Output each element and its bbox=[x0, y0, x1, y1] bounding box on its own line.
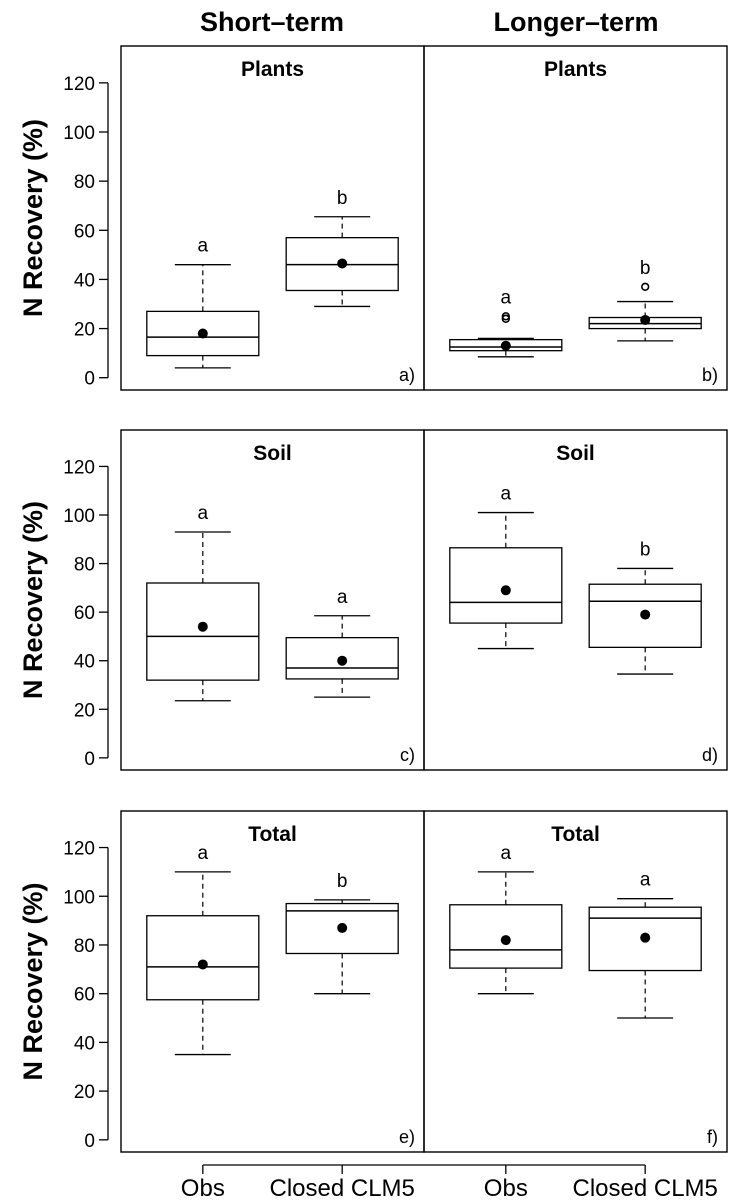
significance-letter: a bbox=[198, 503, 209, 524]
y-tick-label: 100 bbox=[63, 123, 95, 144]
y-tick-label: 120 bbox=[63, 457, 95, 478]
y-axis-label: N Recovery (%) bbox=[18, 882, 48, 1080]
mean-point bbox=[197, 621, 208, 632]
mean-point bbox=[337, 655, 348, 666]
panel-frame bbox=[423, 429, 728, 771]
x-tick-label: Obs bbox=[484, 1175, 528, 1202]
y-tick-label: 100 bbox=[63, 887, 95, 908]
significance-letter: a bbox=[501, 843, 512, 864]
column-title-longer-term: Longer–term bbox=[493, 7, 658, 37]
panel-tag: c) bbox=[400, 745, 415, 765]
mean-point bbox=[337, 922, 348, 933]
box-body bbox=[146, 915, 260, 1001]
panel-frame bbox=[423, 45, 728, 391]
mean-point bbox=[640, 609, 651, 620]
mean-point bbox=[500, 585, 511, 596]
box-0: a bbox=[146, 843, 260, 1056]
significance-letter: b bbox=[337, 188, 348, 209]
panel-tag: f) bbox=[707, 1127, 718, 1147]
panel-e: Total e) a b Obs Closed CLM5 bbox=[120, 810, 425, 1202]
mean-point bbox=[500, 340, 511, 351]
y-tick-label: 40 bbox=[74, 652, 95, 673]
y-axis-label: N Recovery (%) bbox=[18, 119, 48, 317]
y-tick-label: 100 bbox=[63, 506, 95, 527]
panel-c: Soil c) a a bbox=[120, 429, 425, 771]
y-tick-label: 120 bbox=[63, 839, 95, 860]
y-tick-label: 80 bbox=[74, 936, 95, 957]
panel-tag: b) bbox=[702, 365, 718, 385]
y-tick-label: 120 bbox=[63, 74, 95, 95]
x-tick-label: Obs bbox=[181, 1175, 225, 1202]
significance-letter: a bbox=[501, 287, 512, 308]
panel-tag: a) bbox=[399, 365, 415, 385]
mean-point bbox=[337, 258, 348, 269]
significance-letter: a bbox=[640, 870, 651, 891]
panel-title: Plants bbox=[241, 58, 304, 81]
panel-b: Plants b) a b bbox=[423, 45, 728, 391]
y-tick-label: 80 bbox=[74, 555, 95, 576]
mean-point bbox=[197, 959, 208, 970]
panel-title: Soil bbox=[253, 442, 292, 465]
box-1: b bbox=[285, 871, 399, 995]
y-tick-label: 0 bbox=[84, 369, 95, 390]
y-tick-label: 60 bbox=[74, 221, 95, 242]
x-tick-label: Closed CLM5 bbox=[269, 1175, 414, 1202]
panel-title: Total bbox=[551, 823, 600, 846]
y-tick-label: 80 bbox=[74, 172, 95, 193]
box-1: b bbox=[285, 188, 399, 308]
y-tick-label: 40 bbox=[74, 270, 95, 291]
panel-title: Total bbox=[248, 823, 297, 846]
column-title-short-term: Short–term bbox=[200, 7, 344, 37]
row-2: 0 20 40 60 80 100 120 N Recovery (%) Total e) a b Ob… bbox=[18, 810, 728, 1202]
box-0: a bbox=[146, 236, 260, 369]
outlier-point bbox=[501, 312, 511, 321]
box-0: a bbox=[449, 287, 563, 358]
significance-letter: a bbox=[198, 236, 209, 257]
panel-f: Total f) a a Obs Closed CLM5 bbox=[423, 810, 728, 1202]
y-tick-label: 0 bbox=[84, 749, 95, 770]
x-tick-label: Closed CLM5 bbox=[572, 1175, 717, 1202]
panel-tag: d) bbox=[702, 745, 718, 765]
y-tick-label: 40 bbox=[74, 1033, 95, 1054]
box-0: a bbox=[449, 843, 563, 995]
y-tick-label: 20 bbox=[74, 1082, 95, 1103]
panel-tag: e) bbox=[399, 1127, 415, 1147]
box-0: a bbox=[146, 503, 260, 702]
y-tick-label: 60 bbox=[74, 985, 95, 1006]
mean-point bbox=[197, 328, 208, 339]
panel-d: Soil d) a b bbox=[423, 429, 728, 771]
box-1: a bbox=[285, 587, 399, 698]
mean-point bbox=[640, 932, 651, 943]
box-1: b bbox=[588, 258, 702, 342]
panel-title: Soil bbox=[556, 442, 595, 465]
panel-a: Plants a) a b bbox=[120, 45, 425, 391]
panel-frame bbox=[423, 810, 728, 1153]
mean-point bbox=[640, 314, 651, 325]
mean-point bbox=[500, 935, 511, 946]
outlier-point bbox=[640, 282, 650, 291]
significance-letter: a bbox=[501, 484, 512, 505]
y-tick-label: 20 bbox=[74, 320, 95, 341]
y-tick-label: 0 bbox=[84, 1131, 95, 1152]
panel-title: Plants bbox=[544, 58, 607, 81]
box-0: a bbox=[449, 484, 563, 650]
significance-letter: a bbox=[198, 843, 209, 864]
significance-letter: b bbox=[640, 539, 651, 560]
y-tick-label: 20 bbox=[74, 700, 95, 721]
significance-letter: b bbox=[640, 258, 651, 279]
y-axis-label: N Recovery (%) bbox=[18, 501, 48, 699]
significance-letter: b bbox=[337, 871, 348, 892]
y-tick-label: 60 bbox=[74, 603, 95, 624]
box-1: a bbox=[588, 870, 702, 1019]
box-1: b bbox=[588, 539, 702, 675]
significance-letter: a bbox=[337, 587, 348, 608]
